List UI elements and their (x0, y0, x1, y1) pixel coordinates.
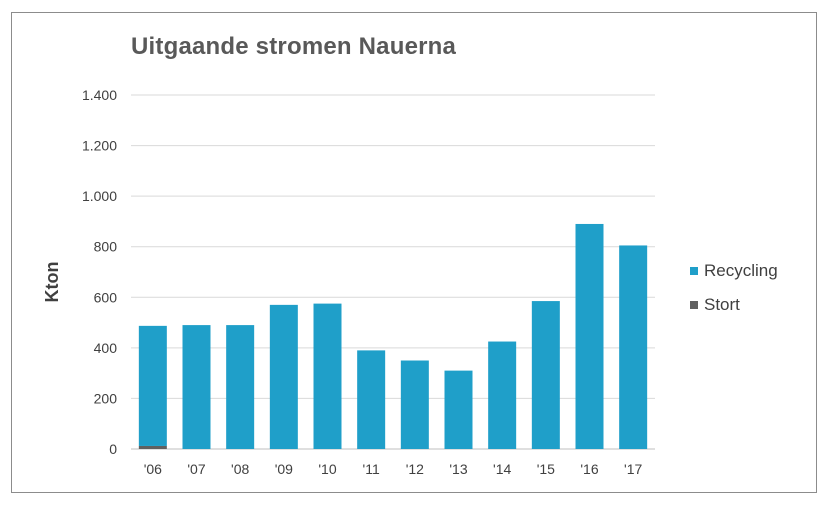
x-tick-label: '06 (144, 461, 162, 477)
bar-recycling (269, 304, 298, 449)
bar-recycling (531, 301, 560, 449)
x-tick-label: '16 (580, 461, 598, 477)
x-tick-label: '14 (493, 461, 511, 477)
x-tick-label: '08 (231, 461, 249, 477)
x-tick-label: '07 (187, 461, 205, 477)
y-tick-label: 0 (109, 441, 117, 457)
bar-recycling (138, 325, 167, 446)
legend-label-stort: Stort (704, 295, 740, 314)
bar-recycling (400, 360, 429, 449)
bar-recycling (444, 370, 473, 449)
y-tick-label: 600 (94, 289, 118, 305)
y-axis-ticks: 0 200 400 600 800 1.000 1.200 1.400 (82, 87, 117, 457)
x-tick-label: '10 (318, 461, 336, 477)
x-tick-label: '15 (537, 461, 555, 477)
gridlines (131, 94, 655, 450)
bar-recycling (357, 350, 386, 449)
legend-swatch-stort (690, 301, 698, 309)
legend: Recycling Stort (690, 254, 778, 322)
legend-label-recycling: Recycling (704, 261, 778, 280)
y-tick-label: 1.400 (82, 87, 117, 103)
y-tick-label: 400 (94, 340, 118, 356)
x-tick-label: '12 (406, 461, 424, 477)
chart-title: Uitgaande stromen Nauerna (131, 33, 457, 60)
legend-item-stort: Stort (690, 288, 778, 322)
y-tick-label: 1.200 (82, 138, 117, 154)
legend-swatch-recycling (690, 267, 698, 275)
x-tick-label: '13 (449, 461, 467, 477)
bar-recycling (182, 325, 211, 449)
y-tick-label: 800 (94, 239, 118, 255)
bar-recycling (575, 223, 604, 449)
y-tick-label: 1.000 (82, 188, 117, 204)
x-tick-label: '17 (624, 461, 642, 477)
bar-recycling (619, 245, 648, 449)
bar-recycling (226, 325, 255, 449)
x-tick-label: '11 (363, 461, 380, 477)
bar-recycling (488, 341, 517, 449)
y-axis-label: Kton (42, 262, 62, 303)
legend-item-recycling: Recycling (690, 254, 778, 288)
x-axis-ticks: '06 '07 '08 '09 '10 '11 '12 '13 '14 '15 '16 '17 (144, 461, 643, 477)
y-tick-label: 200 (94, 390, 118, 406)
bar-recycling (313, 303, 342, 449)
bars (138, 223, 648, 449)
x-tick-label: '09 (275, 461, 293, 477)
bar-stort (138, 445, 167, 449)
